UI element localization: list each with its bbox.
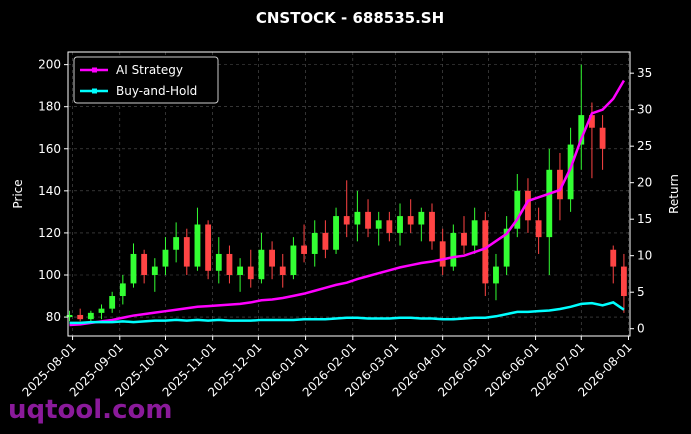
- y-tick-label: 160: [38, 142, 61, 156]
- candle-body: [269, 249, 276, 267]
- candle-body: [450, 232, 457, 267]
- candle-body: [258, 249, 265, 280]
- candle-body: [322, 232, 329, 250]
- y2-tick-label: 10: [637, 249, 652, 263]
- candle-body: [162, 249, 169, 267]
- legend-label: AI Strategy: [116, 63, 183, 77]
- candle-body: [589, 115, 595, 128]
- candle-body: [237, 266, 244, 275]
- candle-body: [141, 253, 148, 275]
- candle-body: [535, 220, 542, 238]
- candle-body: [365, 211, 371, 229]
- y2-tick-label: 0: [637, 322, 645, 336]
- line-series: [69, 301, 625, 325]
- candle-body: [439, 241, 446, 267]
- y2-tick-label: 35: [637, 66, 652, 80]
- candle-body: [173, 237, 180, 250]
- candle-body: [567, 144, 574, 200]
- candle-body: [557, 169, 563, 200]
- candle-body: [493, 266, 499, 284]
- legend-marker: [92, 67, 97, 73]
- candle-body: [620, 266, 627, 297]
- candle-body: [87, 312, 94, 320]
- y2-axis-label: Return: [667, 174, 681, 214]
- candle-body: [98, 308, 105, 313]
- y2-tick-label: 30: [637, 103, 652, 117]
- candle-body: [226, 253, 233, 275]
- candle-body: [610, 249, 617, 267]
- candle-body: [429, 211, 435, 242]
- candle-body: [301, 245, 307, 254]
- y-axis-label: Price: [11, 179, 25, 208]
- candle-body: [290, 245, 297, 275]
- legend-marker: [92, 88, 97, 94]
- candle-body: [525, 190, 531, 221]
- watermark: uqtool.com: [8, 395, 172, 425]
- candle-body: [343, 216, 350, 225]
- candle-body: [130, 253, 137, 284]
- candle-body: [482, 220, 489, 284]
- candle-body: [354, 211, 361, 225]
- plot-frame: [67, 51, 631, 337]
- candle-body: [151, 266, 158, 275]
- candle-body: [514, 190, 521, 229]
- y-tick-label: 100: [38, 268, 61, 282]
- candle-body: [279, 266, 286, 275]
- legend-box: [73, 56, 219, 104]
- candle-body: [333, 216, 339, 250]
- candle-body: [375, 220, 382, 229]
- candle-body: [205, 224, 212, 271]
- candle-body: [183, 237, 190, 267]
- candle-body: [546, 169, 553, 238]
- candle-body: [471, 220, 478, 246]
- candle-body: [77, 314, 84, 320]
- candle-body: [503, 228, 510, 267]
- y-tick-label: 80: [46, 310, 61, 324]
- candle-body: [386, 220, 393, 233]
- y-tick-label: 200: [38, 58, 61, 72]
- candle-body: [397, 216, 403, 233]
- y2-tick-label: 25: [637, 139, 652, 153]
- candle-body: [215, 253, 222, 271]
- chart-title: CNSTOCK - 688535.SH: [256, 9, 444, 27]
- candle-body: [311, 232, 318, 254]
- candle-body: [578, 115, 585, 145]
- candle-body: [119, 283, 126, 297]
- y2-tick-label: 15: [637, 212, 652, 226]
- candle-body: [109, 296, 116, 309]
- y-tick-label: 120: [38, 226, 61, 240]
- candle-body: [194, 224, 201, 267]
- candle-body: [418, 211, 425, 225]
- y2-tick-label: 5: [637, 285, 645, 299]
- candle-body: [407, 216, 414, 225]
- candle-body: [66, 314, 73, 318]
- candle-body: [247, 266, 254, 280]
- candle-body: [599, 127, 606, 149]
- y-tick-label: 180: [38, 100, 61, 114]
- y2-tick-label: 20: [637, 176, 652, 190]
- legend-label: Buy-and-Hold: [116, 84, 197, 98]
- candle-body: [461, 232, 467, 246]
- line-series: [69, 79, 625, 327]
- y-tick-label: 140: [38, 184, 61, 198]
